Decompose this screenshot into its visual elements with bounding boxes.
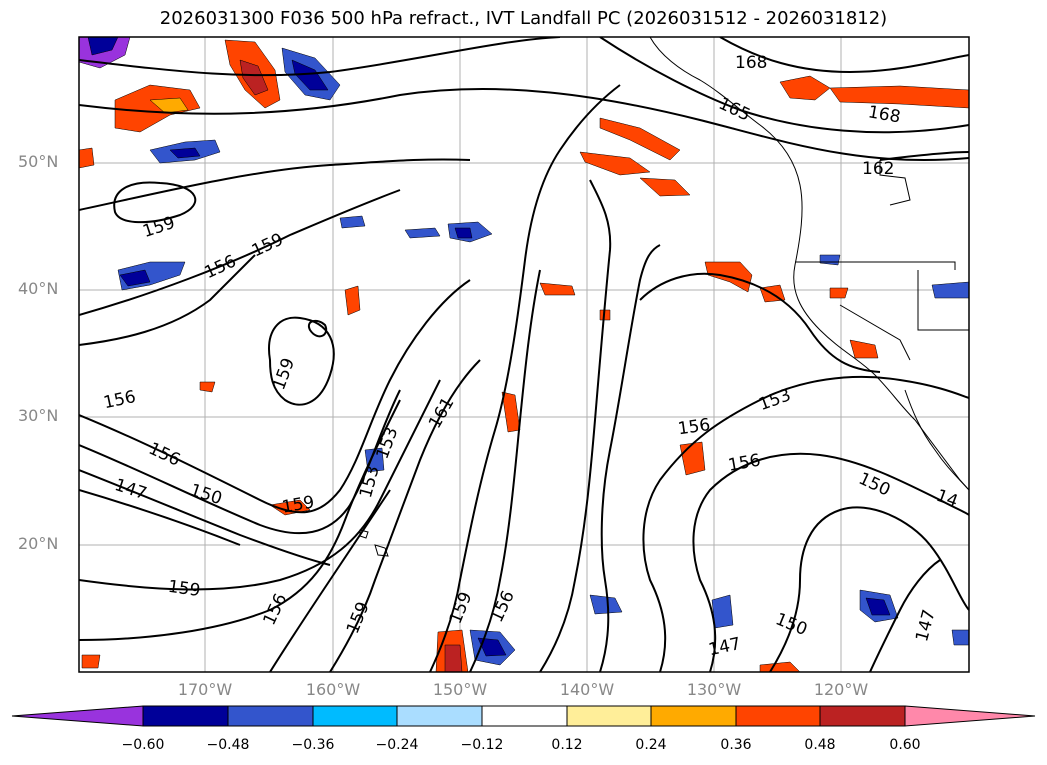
graticule	[79, 37, 969, 672]
lat-label: 30°N	[18, 406, 59, 425]
colorbar-tick-label: −0.36	[291, 737, 335, 753]
lon-label: 140°W	[559, 680, 615, 699]
colorbar-tick-label: −0.12	[460, 737, 504, 753]
lon-label: 130°W	[686, 680, 742, 699]
colorbar-bin	[650, 705, 737, 727]
contour-label: 168	[735, 53, 767, 73]
colorbar-bin	[312, 705, 398, 727]
colorbar-tick-label: −0.60	[121, 737, 165, 753]
colorbar-bin	[819, 705, 906, 727]
contour-label: 156	[677, 415, 712, 439]
colorbar-bin	[142, 705, 229, 727]
colorbar-tick-label: 0.24	[635, 737, 667, 753]
colorbar-extend-low	[11, 705, 144, 727]
colorbar-bin	[735, 705, 821, 727]
coastlines	[359, 37, 969, 557]
colorbar-bin	[481, 705, 568, 727]
colorbar-tick-label: 0.12	[551, 737, 583, 753]
colorbar-tick-label: 0.36	[720, 737, 752, 753]
map-frame	[78, 36, 970, 673]
red-patch-west	[114, 84, 201, 133]
contour-label: 159	[167, 577, 202, 601]
map-background	[79, 37, 969, 672]
lon-label: 170°W	[177, 680, 233, 699]
lon-label: 150°W	[432, 680, 488, 699]
lat-label: 50°N	[18, 152, 59, 171]
colorbar-tick-label: −0.24	[375, 737, 419, 753]
colorbar-tick-label: 0.48	[804, 737, 836, 753]
contour-lines	[79, 37, 969, 672]
lon-label: 160°W	[305, 680, 361, 699]
colorbar	[11, 705, 1036, 727]
colorbar-tick-label: −0.48	[206, 737, 250, 753]
lat-label: 40°N	[18, 279, 59, 298]
map-title: 2026031300 F036 500 hPa refract., IVT La…	[159, 8, 888, 29]
colorbar-bin	[227, 705, 314, 727]
lat-label: 20°N	[18, 534, 59, 553]
lon-label: 120°W	[813, 680, 869, 699]
colorbar-bin	[566, 705, 652, 727]
contour-label: 162	[862, 159, 894, 179]
colorbar-bin	[396, 705, 483, 727]
colorbar-tick-label: 0.60	[889, 737, 921, 753]
colorbar-extend-high	[904, 705, 1036, 727]
